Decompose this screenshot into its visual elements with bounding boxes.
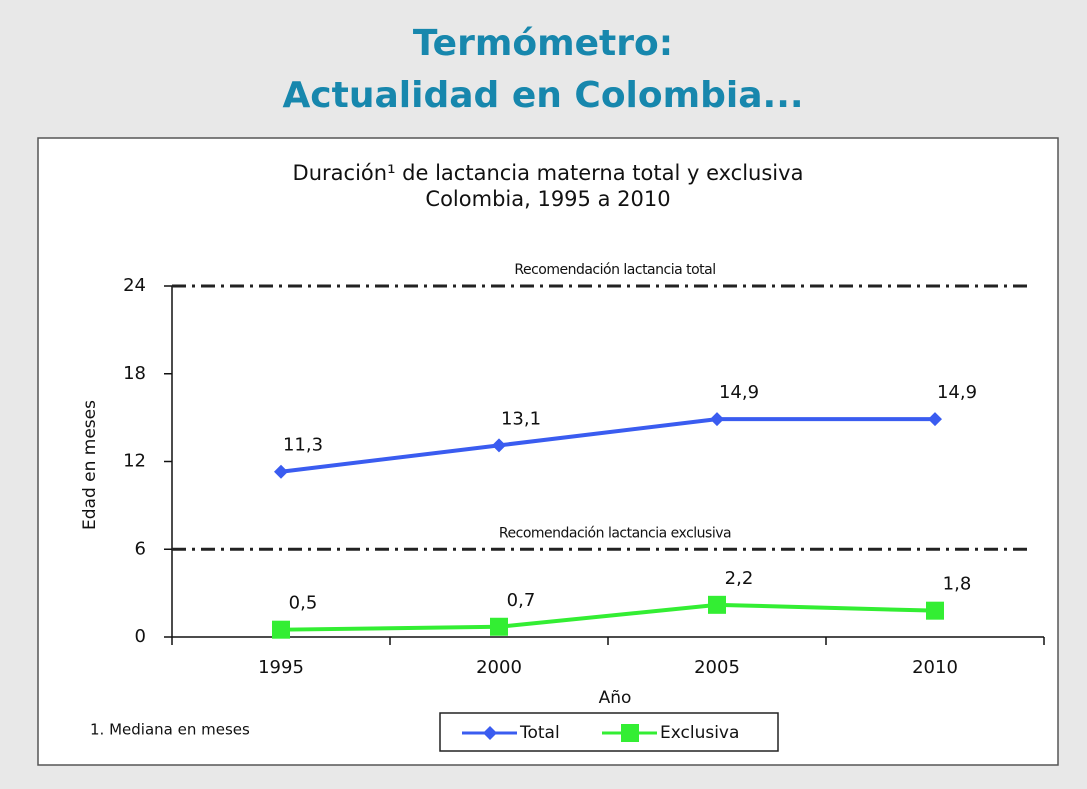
marker: [708, 595, 726, 614]
y-axis-label: Edad en meses: [80, 400, 100, 530]
x-tick-label: 1995: [258, 657, 304, 678]
data-label: 14,9: [719, 382, 759, 403]
marker: [928, 412, 942, 427]
y-tick-label: 24: [123, 275, 146, 296]
y-tick-label: 18: [123, 363, 146, 384]
reference-label: Recomendación lactancia exclusiva: [499, 525, 731, 541]
marker: [490, 617, 508, 636]
reference-label: Recomendación lactancia total: [514, 262, 715, 278]
x-axis-label: Año: [599, 688, 632, 708]
marker: [492, 438, 506, 453]
x-tick-label: 2010: [912, 657, 958, 678]
footnote: 1. Mediana en meses: [90, 721, 250, 739]
y-tick-label: 0: [135, 626, 146, 647]
series-line: [280, 417, 935, 474]
data-label: 14,9: [937, 382, 977, 403]
legend-label: Exclusiva: [660, 723, 739, 743]
slide-title: Termómetro:: [413, 23, 673, 64]
data-label: 11,3: [283, 435, 323, 456]
marker: [483, 726, 497, 740]
data-label: 1,8: [943, 574, 972, 595]
chart-frame: [37, 137, 1059, 766]
data-label: 13,1: [501, 408, 541, 429]
chart-title: Duración¹ de lactancia materna total y e…: [293, 161, 804, 185]
data-label: 0,5: [289, 593, 318, 614]
marker: [274, 464, 288, 479]
marker: [710, 412, 724, 427]
x-tick-label: 2005: [694, 657, 740, 678]
y-tick-label: 12: [123, 451, 146, 472]
marker: [926, 601, 944, 620]
data-label: 0,7: [507, 590, 536, 611]
marker: [621, 724, 639, 742]
y-tick-label: 6: [135, 538, 146, 559]
series-line: [280, 602, 936, 632]
data-label: 2,2: [725, 568, 754, 589]
marker: [272, 620, 290, 639]
legend-label: Total: [519, 723, 560, 743]
chart-subtitle: Colombia, 1995 a 2010: [425, 187, 670, 211]
x-tick-label: 2000: [476, 657, 522, 678]
slide-title: Actualidad en Colombia...: [282, 75, 803, 116]
